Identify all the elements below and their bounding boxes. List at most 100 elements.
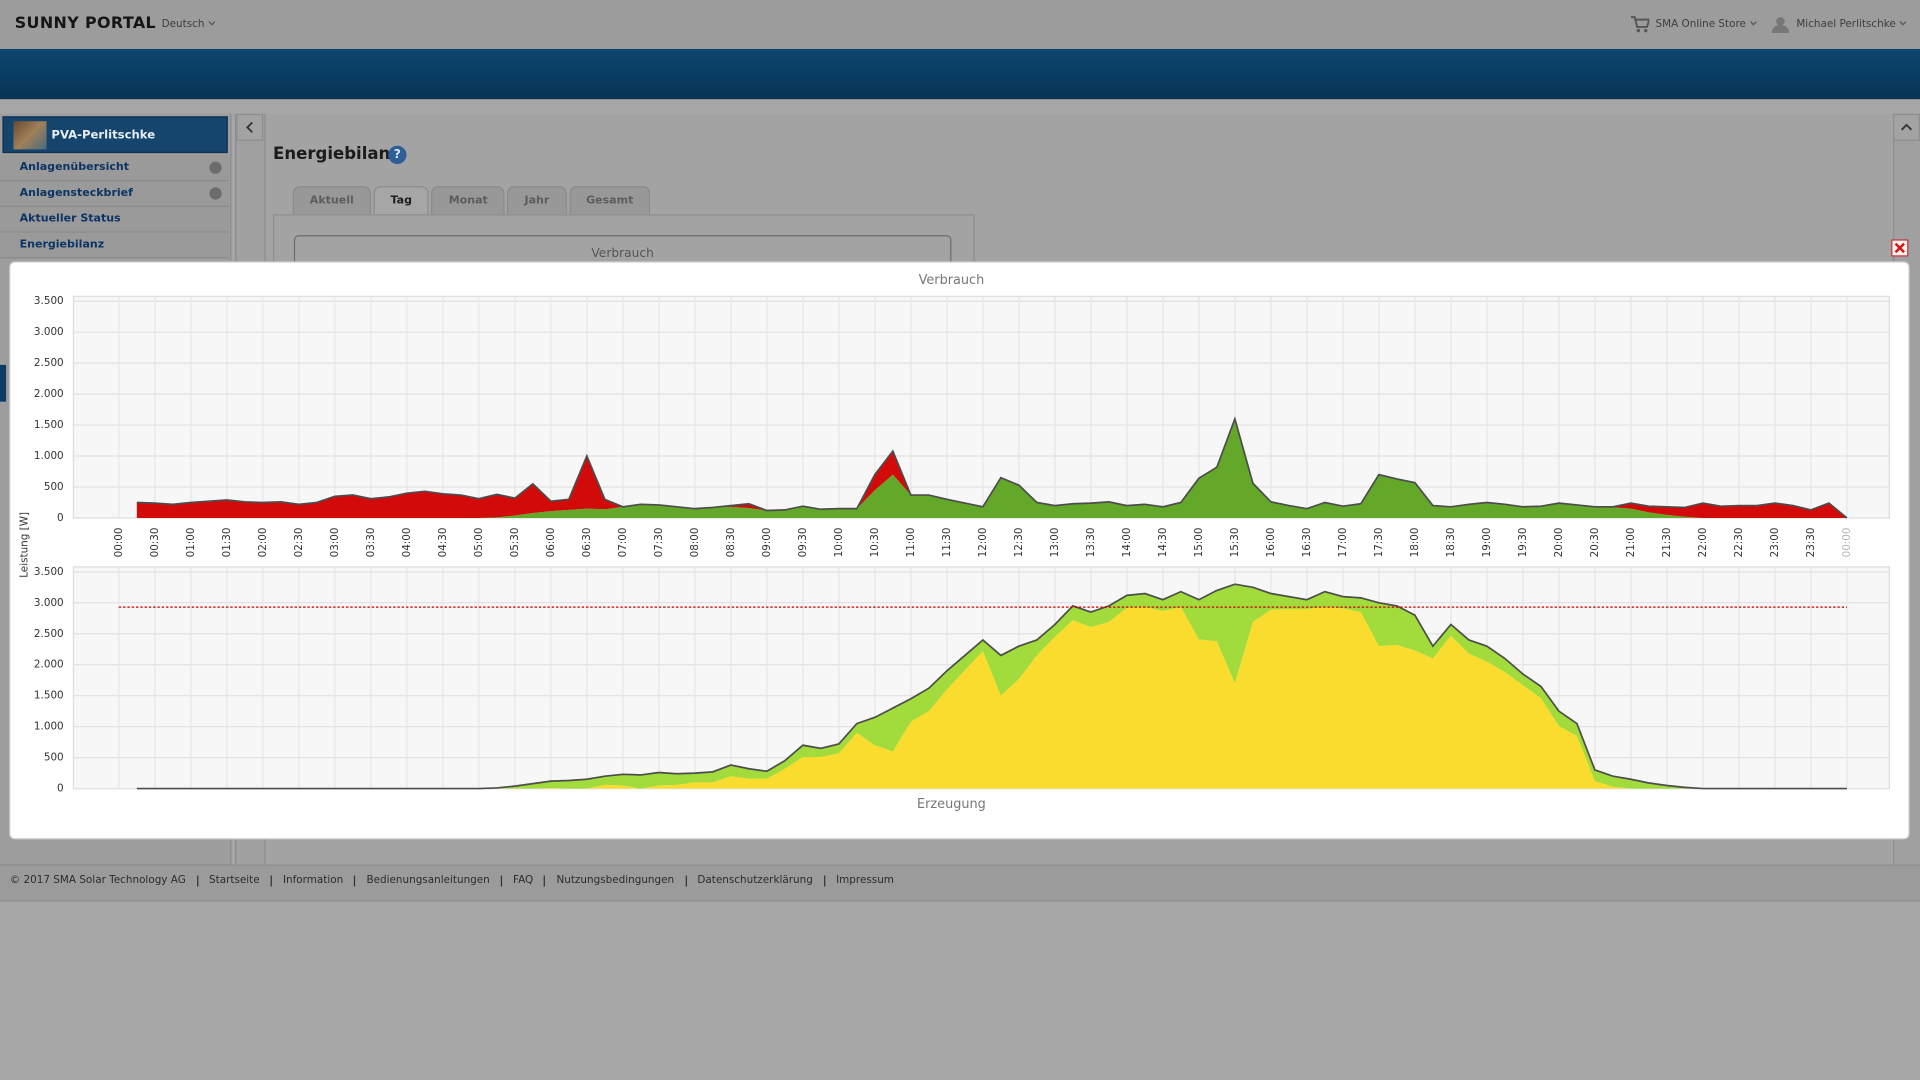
scroll-top-button[interactable]: [1893, 113, 1920, 141]
x-tick-label: 17:00: [1337, 527, 1349, 557]
tab[interactable]: Monat: [431, 186, 505, 215]
plant-name: PVA-Perlitschke: [51, 128, 156, 143]
footer-link[interactable]: Datenschutzerklärung: [685, 875, 824, 887]
x-tick-label: 20:00: [1553, 527, 1565, 557]
menu-label: Anlagenübersicht: [19, 161, 130, 174]
x-tick-label: 03:00: [329, 527, 341, 557]
y-tick-label: 2.000: [34, 388, 64, 400]
x-tick-label: 23:30: [1805, 527, 1817, 557]
x-tick-label: 05:00: [473, 527, 485, 557]
globe-icon: [209, 161, 222, 174]
x-tick-label: 20:30: [1589, 527, 1601, 557]
x-tick-label: 14:30: [1157, 527, 1169, 557]
menu-item[interactable]: Anlagenübersicht: [0, 155, 229, 182]
y-tick-label: 3.500: [34, 295, 64, 307]
x-tick-label: 00:00: [1841, 527, 1853, 557]
tab[interactable]: Jahr: [507, 186, 567, 215]
x-tick-label: 23:00: [1769, 527, 1781, 557]
footer-link[interactable]: Information: [270, 875, 355, 887]
x-tick-label: 11:00: [905, 527, 917, 557]
plant-header[interactable]: PVA-Perlitschke: [2, 116, 228, 154]
tabs: Aktuell Tag Monat Jahr Gesamt: [292, 186, 651, 215]
footer-links: © 2017 SMA Solar Technology AG Startseit…: [10, 875, 905, 887]
language: Deutsch: [161, 18, 205, 31]
language-selector[interactable]: Deutsch: [162, 18, 215, 30]
blue-band: [0, 48, 1920, 100]
plant-thumbnail: [13, 121, 47, 150]
footer-link[interactable]: FAQ: [500, 875, 544, 887]
y-tick-label: 3.000: [34, 597, 64, 609]
footer-link[interactable]: Nutzungsbedingungen: [544, 875, 685, 887]
footer-link[interactable]: Impressum: [823, 875, 905, 887]
x-tick-label: 07:00: [617, 527, 629, 557]
x-tick-label: 12:00: [977, 527, 989, 557]
x-tick-label: 01:00: [185, 527, 197, 557]
x-tick-label: 06:30: [581, 527, 593, 557]
menu-item[interactable]: Anlagensteckbrief: [0, 181, 229, 207]
y-tick-label: 3.500: [34, 566, 64, 578]
x-tick-label: 19:30: [1517, 527, 1529, 557]
x-tick-label: 21:00: [1625, 527, 1637, 557]
menu-label: Anlagensteckbrief: [19, 187, 133, 200]
help-icon[interactable]: ?: [388, 145, 407, 165]
area-series: [136, 607, 1847, 789]
x-tick-label: 10:00: [833, 527, 845, 557]
x-tick-label: 08:30: [725, 527, 737, 557]
user-menu[interactable]: Michael Perlitschke: [1796, 18, 1905, 30]
user: Michael Perlitschke: [1796, 18, 1896, 31]
x-tick-label: 14:00: [1121, 527, 1133, 557]
chart-title: Verbrauch: [919, 273, 985, 288]
y-tick-label: 0: [57, 512, 64, 524]
x-tick-label: 13:30: [1085, 527, 1097, 557]
user-icon: [1771, 17, 1789, 34]
x-tick-label: 05:30: [509, 527, 521, 557]
chevron-left: [246, 121, 253, 133]
menu-item[interactable]: Aktueller Status: [0, 206, 229, 233]
tab[interactable]: Tag: [373, 186, 430, 215]
close-button[interactable]: [1891, 239, 1909, 257]
x-tick-label: 01:30: [221, 527, 233, 557]
y-tick-label: 1.000: [34, 721, 64, 733]
x-tick-label: 19:00: [1481, 527, 1493, 557]
y-tick-label: 3.000: [34, 326, 64, 338]
x-tick-label: 11:30: [941, 527, 953, 557]
plot-area: [72, 295, 1891, 519]
x-tick-label: 08:00: [689, 527, 701, 557]
tab[interactable]: Aktuell: [292, 186, 371, 215]
store-link[interactable]: SMA Online Store: [1656, 18, 1756, 30]
y-tick-label: 500: [44, 752, 64, 764]
total-outline: [136, 416, 1848, 519]
x-tick-label: 22:30: [1733, 527, 1745, 557]
store: SMA Online Store: [1655, 18, 1746, 31]
x-tick-label: 00:00: [113, 527, 125, 557]
y-tick-label: 1.500: [34, 690, 64, 702]
footer-link[interactable]: Bedienungsanleitungen: [354, 875, 501, 887]
y-axis-label: Leistung [W]: [18, 512, 30, 578]
x-tick-label: 02:30: [293, 527, 305, 557]
x-tick-label: 00:30: [149, 527, 161, 557]
x-tick-label: 16:30: [1301, 527, 1313, 557]
y-tick-label: 2.000: [34, 659, 64, 671]
total-outline: [136, 583, 1847, 790]
x-tick-label: 21:30: [1661, 527, 1673, 557]
brand[interactable]: SUNNY PORTAL: [14, 14, 157, 34]
x-tick-label: 15:00: [1193, 527, 1205, 557]
x-tick-label: 09:00: [761, 527, 773, 557]
menu-item[interactable]: Energiebilanz: [0, 232, 229, 259]
tab[interactable]: Gesamt: [568, 186, 651, 215]
collapse-button[interactable]: [236, 113, 264, 141]
y-tick-label: 2.500: [34, 628, 64, 640]
footer: © 2017 SMA Solar Technology AG Startseit…: [0, 864, 1920, 902]
page-title: Energiebilanz: [273, 144, 400, 165]
panel-title: Verbrauch: [591, 247, 654, 261]
x-tick-label: 06:00: [545, 527, 557, 557]
x-tick-label: 18:30: [1445, 527, 1457, 557]
footer-link[interactable]: Startseite: [196, 875, 271, 887]
cart-icon: [1631, 16, 1650, 33]
x-tick-label: 22:00: [1697, 527, 1709, 557]
x-tick-label: 04:30: [437, 527, 449, 557]
globe-icon: [209, 187, 222, 200]
